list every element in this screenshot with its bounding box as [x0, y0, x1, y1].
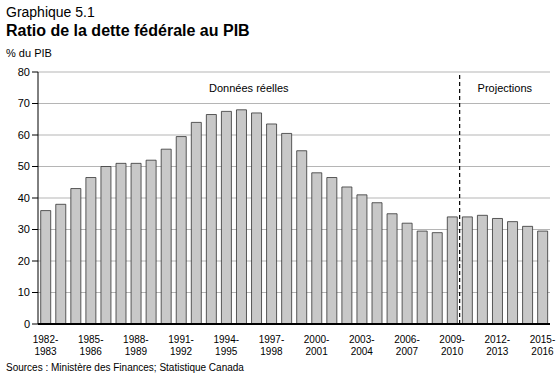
- svg-text:2009-: 2009-: [439, 334, 465, 345]
- svg-text:2006-: 2006-: [394, 334, 420, 345]
- html-text:% du PIB: % du PIB: [6, 47, 52, 59]
- svg-text:20: 20: [18, 255, 30, 267]
- svg-text:1983: 1983: [34, 346, 57, 357]
- html-text:Sources : Ministère des Financ: Sources : Ministère des Finances; Statis…: [6, 362, 244, 373]
- svg-text:2010: 2010: [441, 346, 464, 357]
- svg-text:2013: 2013: [486, 346, 509, 357]
- svg-text:80: 80: [18, 66, 30, 78]
- svg-text:1991-: 1991-: [168, 334, 194, 345]
- svg-text:1995: 1995: [215, 346, 238, 357]
- svg-text:60: 60: [18, 129, 30, 141]
- svg-text:1985-: 1985-: [78, 334, 104, 345]
- svg-text:1982-: 1982-: [33, 334, 59, 345]
- html-text:Ratio de la dette fédérale au: Ratio de la dette fédérale au PIB: [6, 22, 250, 39]
- html-text:Graphique 5.1: Graphique 5.1: [6, 4, 95, 20]
- svg-text:50: 50: [18, 160, 30, 172]
- svg-text:Projections: Projections: [478, 82, 533, 94]
- svg-text:2004: 2004: [351, 346, 374, 357]
- svg-text:1998: 1998: [260, 346, 283, 357]
- svg-text:40: 40: [18, 192, 30, 204]
- svg-text:Données réelles: Données réelles: [209, 82, 289, 94]
- svg-text:1994-: 1994-: [213, 334, 239, 345]
- svg-text:2007: 2007: [396, 346, 419, 357]
- svg-text:2001: 2001: [305, 346, 328, 357]
- svg-text:2016: 2016: [531, 346, 552, 357]
- svg-text:2003-: 2003-: [349, 334, 375, 345]
- svg-text:2012-: 2012-: [485, 334, 511, 345]
- svg-text:2015-: 2015-: [530, 334, 552, 345]
- svg-text:1989: 1989: [125, 346, 148, 357]
- svg-text:1997-: 1997-: [259, 334, 285, 345]
- svg-text:2000-: 2000-: [304, 334, 330, 345]
- svg-text:1988-: 1988-: [123, 334, 149, 345]
- svg-text:70: 70: [18, 97, 30, 109]
- svg-text:1992: 1992: [170, 346, 193, 357]
- svg-text:30: 30: [18, 223, 30, 235]
- svg-text:1986: 1986: [80, 346, 103, 357]
- svg-text:10: 10: [18, 286, 30, 298]
- svg-text:0: 0: [24, 318, 30, 330]
